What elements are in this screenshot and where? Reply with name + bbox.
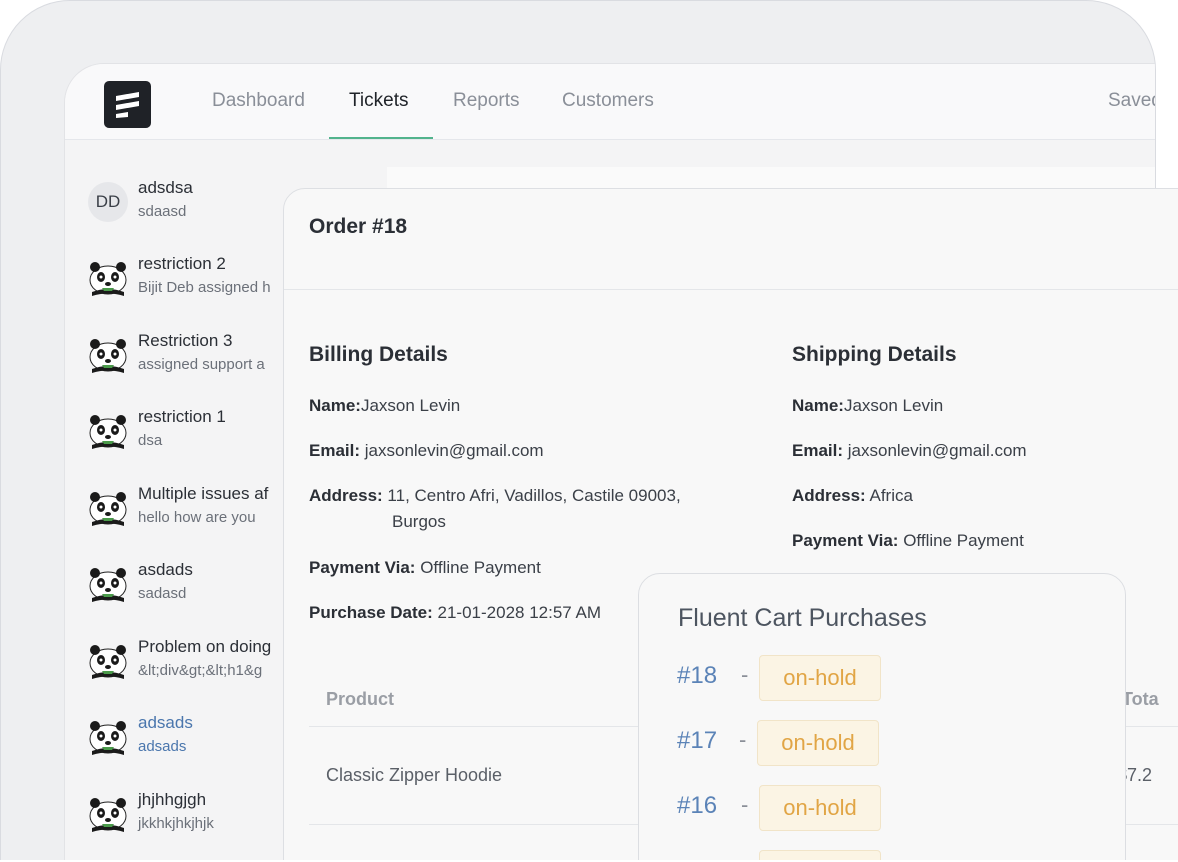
- ticket-title: asdads: [138, 560, 193, 579]
- separator: -: [739, 727, 747, 752]
- nav-reports[interactable]: Reports: [453, 90, 520, 111]
- ticket-item[interactable]: jhjhhgjgh jkkhkjhkjhjk: [88, 790, 328, 840]
- panda-avatar-icon: [88, 258, 128, 298]
- panda-avatar-icon: [89, 721, 127, 755]
- panda-avatar-icon: [88, 335, 128, 375]
- ticket-title: jhjhhgjgh: [138, 790, 207, 809]
- logo-icon: [116, 92, 139, 118]
- top-navigation: Dashboard Tickets Reports Customers Save…: [65, 64, 1155, 140]
- ticket-subtitle: dsa: [138, 432, 163, 449]
- billing-payment: Payment Via: Offline Payment: [309, 558, 541, 577]
- ticket-item[interactable]: Restriction 3 assigned support a: [88, 331, 328, 381]
- panda-avatar-icon: [89, 798, 127, 832]
- shipping-address: Address: Africa: [792, 486, 913, 505]
- ticket-item[interactable]: Problem on doing &lt;div&gt;&lt;h1&g: [88, 637, 328, 687]
- panda-avatar-icon: [89, 492, 127, 526]
- purchase-id-link[interactable]: #17: [677, 727, 718, 754]
- shipping-email: Email: jaxsonlevin@gmail.com: [792, 441, 1027, 460]
- billing-name: Name:Jaxson Levin: [309, 396, 461, 415]
- purchases-title: Fluent Cart Purchases: [678, 604, 927, 632]
- panda-avatar-icon: [89, 568, 127, 602]
- ticket-title: Multiple issues af: [138, 484, 269, 503]
- shipping-payment: Payment Via: Offline Payment: [792, 531, 1024, 550]
- ticket-item[interactable]: adsads adsads: [88, 713, 328, 763]
- panda-avatar-icon: [88, 641, 128, 681]
- billing-address-line2: Burgos: [392, 512, 446, 531]
- panda-avatar-icon: [88, 717, 128, 757]
- separator: -: [741, 792, 749, 817]
- ticket-subtitle: jkkhkjhkjhjk: [138, 815, 214, 832]
- purchase-id-link[interactable]: #16: [677, 792, 718, 819]
- app-logo[interactable]: [104, 81, 151, 128]
- billing-heading: Billing Details: [309, 343, 448, 366]
- saved-replies-link[interactable]: Saved: [1108, 90, 1155, 111]
- separator: -: [741, 662, 749, 687]
- status-badge: on-hold: [757, 720, 879, 766]
- billing-purchase-date: Purchase Date: 21-01-2028 12:57 AM: [309, 603, 602, 622]
- billing-email: Email: jaxsonlevin@gmail.com: [309, 441, 544, 460]
- active-tab-indicator: [329, 137, 433, 139]
- order-title: Order #18: [309, 215, 408, 238]
- purchase-id-link[interactable]: #18: [677, 662, 718, 689]
- ticket-subtitle: sadasd: [138, 585, 187, 602]
- ticket-subtitle: sdaasd: [138, 203, 187, 220]
- panda-avatar-icon: [89, 339, 127, 373]
- avatar: DD: [88, 182, 128, 222]
- ticket-item[interactable]: asdads sadasd: [88, 560, 328, 610]
- ticket-item[interactable]: restriction 1 dsa: [88, 407, 328, 457]
- frame-edge: [0, 860, 1178, 862]
- product-column-header: Product: [326, 689, 395, 709]
- shipping-name: Name:Jaxson Levin: [792, 396, 944, 415]
- panda-avatar-icon: [89, 645, 127, 679]
- shipping-heading: Shipping Details: [792, 343, 957, 366]
- ticket-item[interactable]: Multiple issues af hello how are you: [88, 484, 328, 534]
- nav-tickets[interactable]: Tickets: [349, 90, 409, 111]
- panda-avatar-icon: [88, 794, 128, 834]
- ticket-title: Restriction 3: [138, 331, 233, 350]
- billing-address: Address: 11, Centro Afri, Vadillos, Cast…: [309, 486, 681, 505]
- panda-avatar-icon: [89, 415, 127, 449]
- ticket-title: adsads: [138, 713, 193, 732]
- ticket-item[interactable]: DD adsdsa sdaasd: [88, 178, 328, 228]
- ticket-subtitle: adsads: [138, 738, 187, 755]
- status-badge: on-hold: [759, 655, 881, 701]
- panda-avatar-icon: [88, 488, 128, 528]
- ticket-subtitle: Bijit Deb assigned h: [138, 279, 271, 296]
- status-badge: [759, 850, 881, 862]
- order-header: Order #18: [284, 189, 1178, 290]
- nav-customers[interactable]: Customers: [562, 90, 654, 111]
- ticket-subtitle: assigned support a: [138, 356, 265, 373]
- ticket-title: restriction 1: [138, 407, 226, 426]
- ticket-title: adsdsa: [138, 178, 193, 197]
- nav-dashboard[interactable]: Dashboard: [212, 90, 305, 111]
- total-column-header: Tota: [1122, 689, 1159, 709]
- fluent-cart-purchases-card: Fluent Cart Purchases #18 - on-hold #17 …: [638, 573, 1126, 862]
- status-badge: on-hold: [759, 785, 881, 831]
- panda-avatar-icon: [89, 262, 127, 296]
- product-name: Classic Zipper Hoodie: [326, 765, 503, 785]
- ticket-subtitle: hello how are you: [138, 509, 256, 526]
- panda-avatar-icon: [88, 564, 128, 604]
- ticket-title: restriction 2: [138, 254, 226, 273]
- ticket-item[interactable]: restriction 2 Bijit Deb assigned h: [88, 254, 328, 304]
- ticket-subtitle: &lt;div&gt;&lt;h1&g: [138, 662, 263, 679]
- ticket-title: Problem on doing: [138, 637, 272, 656]
- panda-avatar-icon: [88, 411, 128, 451]
